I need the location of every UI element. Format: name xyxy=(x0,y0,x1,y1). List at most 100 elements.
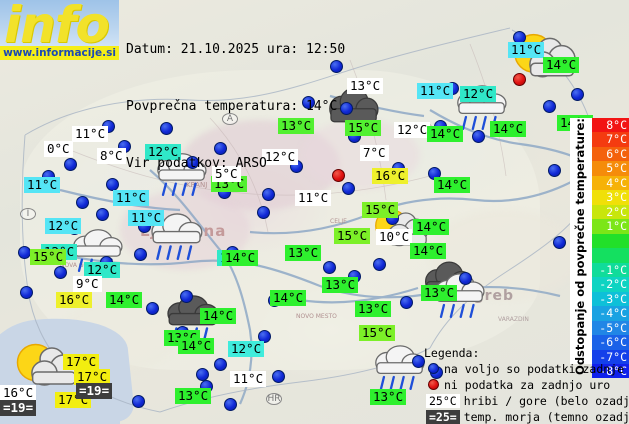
temperature-label: 13°C xyxy=(285,245,322,261)
station-dot-available[interactable] xyxy=(342,182,355,195)
temperature-label: 15°C xyxy=(359,325,396,341)
station-dot-available[interactable] xyxy=(330,60,343,73)
station-dot-available[interactable] xyxy=(160,122,173,135)
station-dot-available[interactable] xyxy=(186,156,199,169)
station-dot-available[interactable] xyxy=(106,178,119,191)
station-dot-available[interactable] xyxy=(54,266,67,279)
header-average-temperature: Povprečna temperatura: 14°C xyxy=(126,99,338,114)
station-dot-available[interactable] xyxy=(548,164,561,177)
scale-band: -2°C xyxy=(592,277,629,292)
temperature-label: 12°C xyxy=(145,144,182,160)
station-dot-available[interactable] xyxy=(134,248,147,261)
temperature-deviation-scale: Odstopanje od povprečne temperature: 8°C… xyxy=(570,118,629,379)
station-dot-available[interactable] xyxy=(20,286,33,299)
station-dot-available[interactable] xyxy=(64,158,77,171)
temperature-label: 15°C xyxy=(334,228,371,244)
station-dot-no-data[interactable] xyxy=(332,169,345,182)
scale-band: 5°C xyxy=(592,161,629,176)
station-dot-available[interactable] xyxy=(543,100,556,113)
scale-band xyxy=(592,248,629,263)
temperature-label: 12°C xyxy=(460,86,497,102)
temperature-label: 14°C xyxy=(427,126,464,142)
temperature-label: 14°C xyxy=(490,121,527,137)
legend-title: Legenda: xyxy=(424,346,480,360)
temperature-label: 11°C xyxy=(417,83,454,99)
scale-band: 4°C xyxy=(592,175,629,191)
temperature-label: 16°C xyxy=(0,385,37,401)
station-dot-available[interactable] xyxy=(214,358,227,371)
temperature-label: 11°C xyxy=(508,42,545,58)
station-dot-available[interactable] xyxy=(146,302,159,315)
scale-band: 7°C xyxy=(592,132,629,147)
temperature-label: 14°C xyxy=(200,308,237,324)
station-dot-available[interactable] xyxy=(553,236,566,249)
station-dot-available[interactable] xyxy=(76,196,89,209)
legend-row: =25= temp. morja (temno ozadje) xyxy=(424,409,629,424)
rain-cloud-icon xyxy=(370,344,428,390)
temperature-label: 14°C xyxy=(543,57,580,73)
station-dot-available[interactable] xyxy=(472,130,485,143)
temperature-label: 11°C xyxy=(113,190,150,206)
temperature-label: 11°C xyxy=(24,177,61,193)
temperature-label: 12°C xyxy=(262,149,299,165)
station-dot-available[interactable] xyxy=(340,102,353,115)
station-dot-available[interactable] xyxy=(412,355,425,368)
temperature-label: 7°C xyxy=(360,145,389,161)
station-dot-available[interactable] xyxy=(96,208,109,221)
temperature-label: 11°C xyxy=(295,190,332,206)
station-dot-available[interactable] xyxy=(214,142,227,155)
temperature-label: 13°C xyxy=(175,388,212,404)
legend: Legenda: na voljo so podatki zadnje uren… xyxy=(424,346,629,424)
station-dot-available[interactable] xyxy=(180,290,193,303)
header-date-time: Datum: 21.10.2025 ura: 12:50 xyxy=(126,42,346,57)
temperature-label: 0°C xyxy=(44,141,73,157)
legend-row: 25°C hribi / gore (belo ozadje) xyxy=(424,393,629,408)
scale-title: Odstopanje od povprečne temperature: xyxy=(570,118,590,375)
station-dot-available[interactable] xyxy=(258,330,271,343)
temperature-label: 13°C xyxy=(278,118,315,134)
temperature-label: 14°C xyxy=(178,338,215,354)
scale-band: 6°C xyxy=(592,146,629,162)
legend-rows: na voljo so podatki zadnje ureni podatka… xyxy=(424,361,629,424)
temperature-label: 14°C xyxy=(222,250,259,266)
legend-red-dot-icon xyxy=(428,379,439,390)
temperature-label: 12°C xyxy=(84,262,121,278)
station-dot-available[interactable] xyxy=(302,96,315,109)
station-dot-available[interactable] xyxy=(257,206,270,219)
scale-band: -4°C xyxy=(592,306,629,321)
sea-temperature-label: =19= xyxy=(0,400,37,416)
temperature-label: 14°C xyxy=(413,219,450,235)
station-dot-available[interactable] xyxy=(272,370,285,383)
temperature-label: 16°C xyxy=(56,292,93,308)
scale-band xyxy=(592,233,629,249)
info-logo[interactable]: info www.informacije.si xyxy=(0,0,119,60)
legend-row: ni podatka za zadnjo uro xyxy=(424,377,624,392)
road-marker: A xyxy=(222,113,238,125)
logo-wordmark: info xyxy=(4,0,110,54)
temperature-label: 14°C xyxy=(434,177,471,193)
station-dot-available[interactable] xyxy=(373,258,386,271)
header-data-source: Vir podatkov: ARSO xyxy=(126,156,267,171)
temperature-label: 15°C xyxy=(345,120,382,136)
station-dot-no-data[interactable] xyxy=(513,73,526,86)
scale-band: -1°C xyxy=(592,262,629,278)
station-dot-available[interactable] xyxy=(571,88,584,101)
header-info: Datum: 21.10.2025 ura: 12:50 Povprečna t… xyxy=(126,2,345,211)
temperature-label: 13°C xyxy=(421,285,458,301)
temperature-label: 14°C xyxy=(106,292,143,308)
temperature-label: 16°C xyxy=(372,168,409,184)
legend-item-text: hribi / gore (belo ozadje) xyxy=(463,393,629,408)
scale-band: 1°C xyxy=(592,219,629,234)
temperature-label: 17°C xyxy=(74,369,111,385)
station-dot-available[interactable] xyxy=(224,398,237,411)
station-dot-available[interactable] xyxy=(262,188,275,201)
temperature-label: 11°C xyxy=(230,371,267,387)
station-dot-available[interactable] xyxy=(459,272,472,285)
temperature-label: 5°C xyxy=(212,166,241,182)
scale-band: -7°C xyxy=(592,349,629,364)
station-dot-available[interactable] xyxy=(323,261,336,274)
scale-band: -6°C xyxy=(592,335,629,350)
station-dot-available[interactable] xyxy=(400,296,413,309)
station-dot-available[interactable] xyxy=(132,395,145,408)
temperature-label: 12°C xyxy=(394,122,431,138)
